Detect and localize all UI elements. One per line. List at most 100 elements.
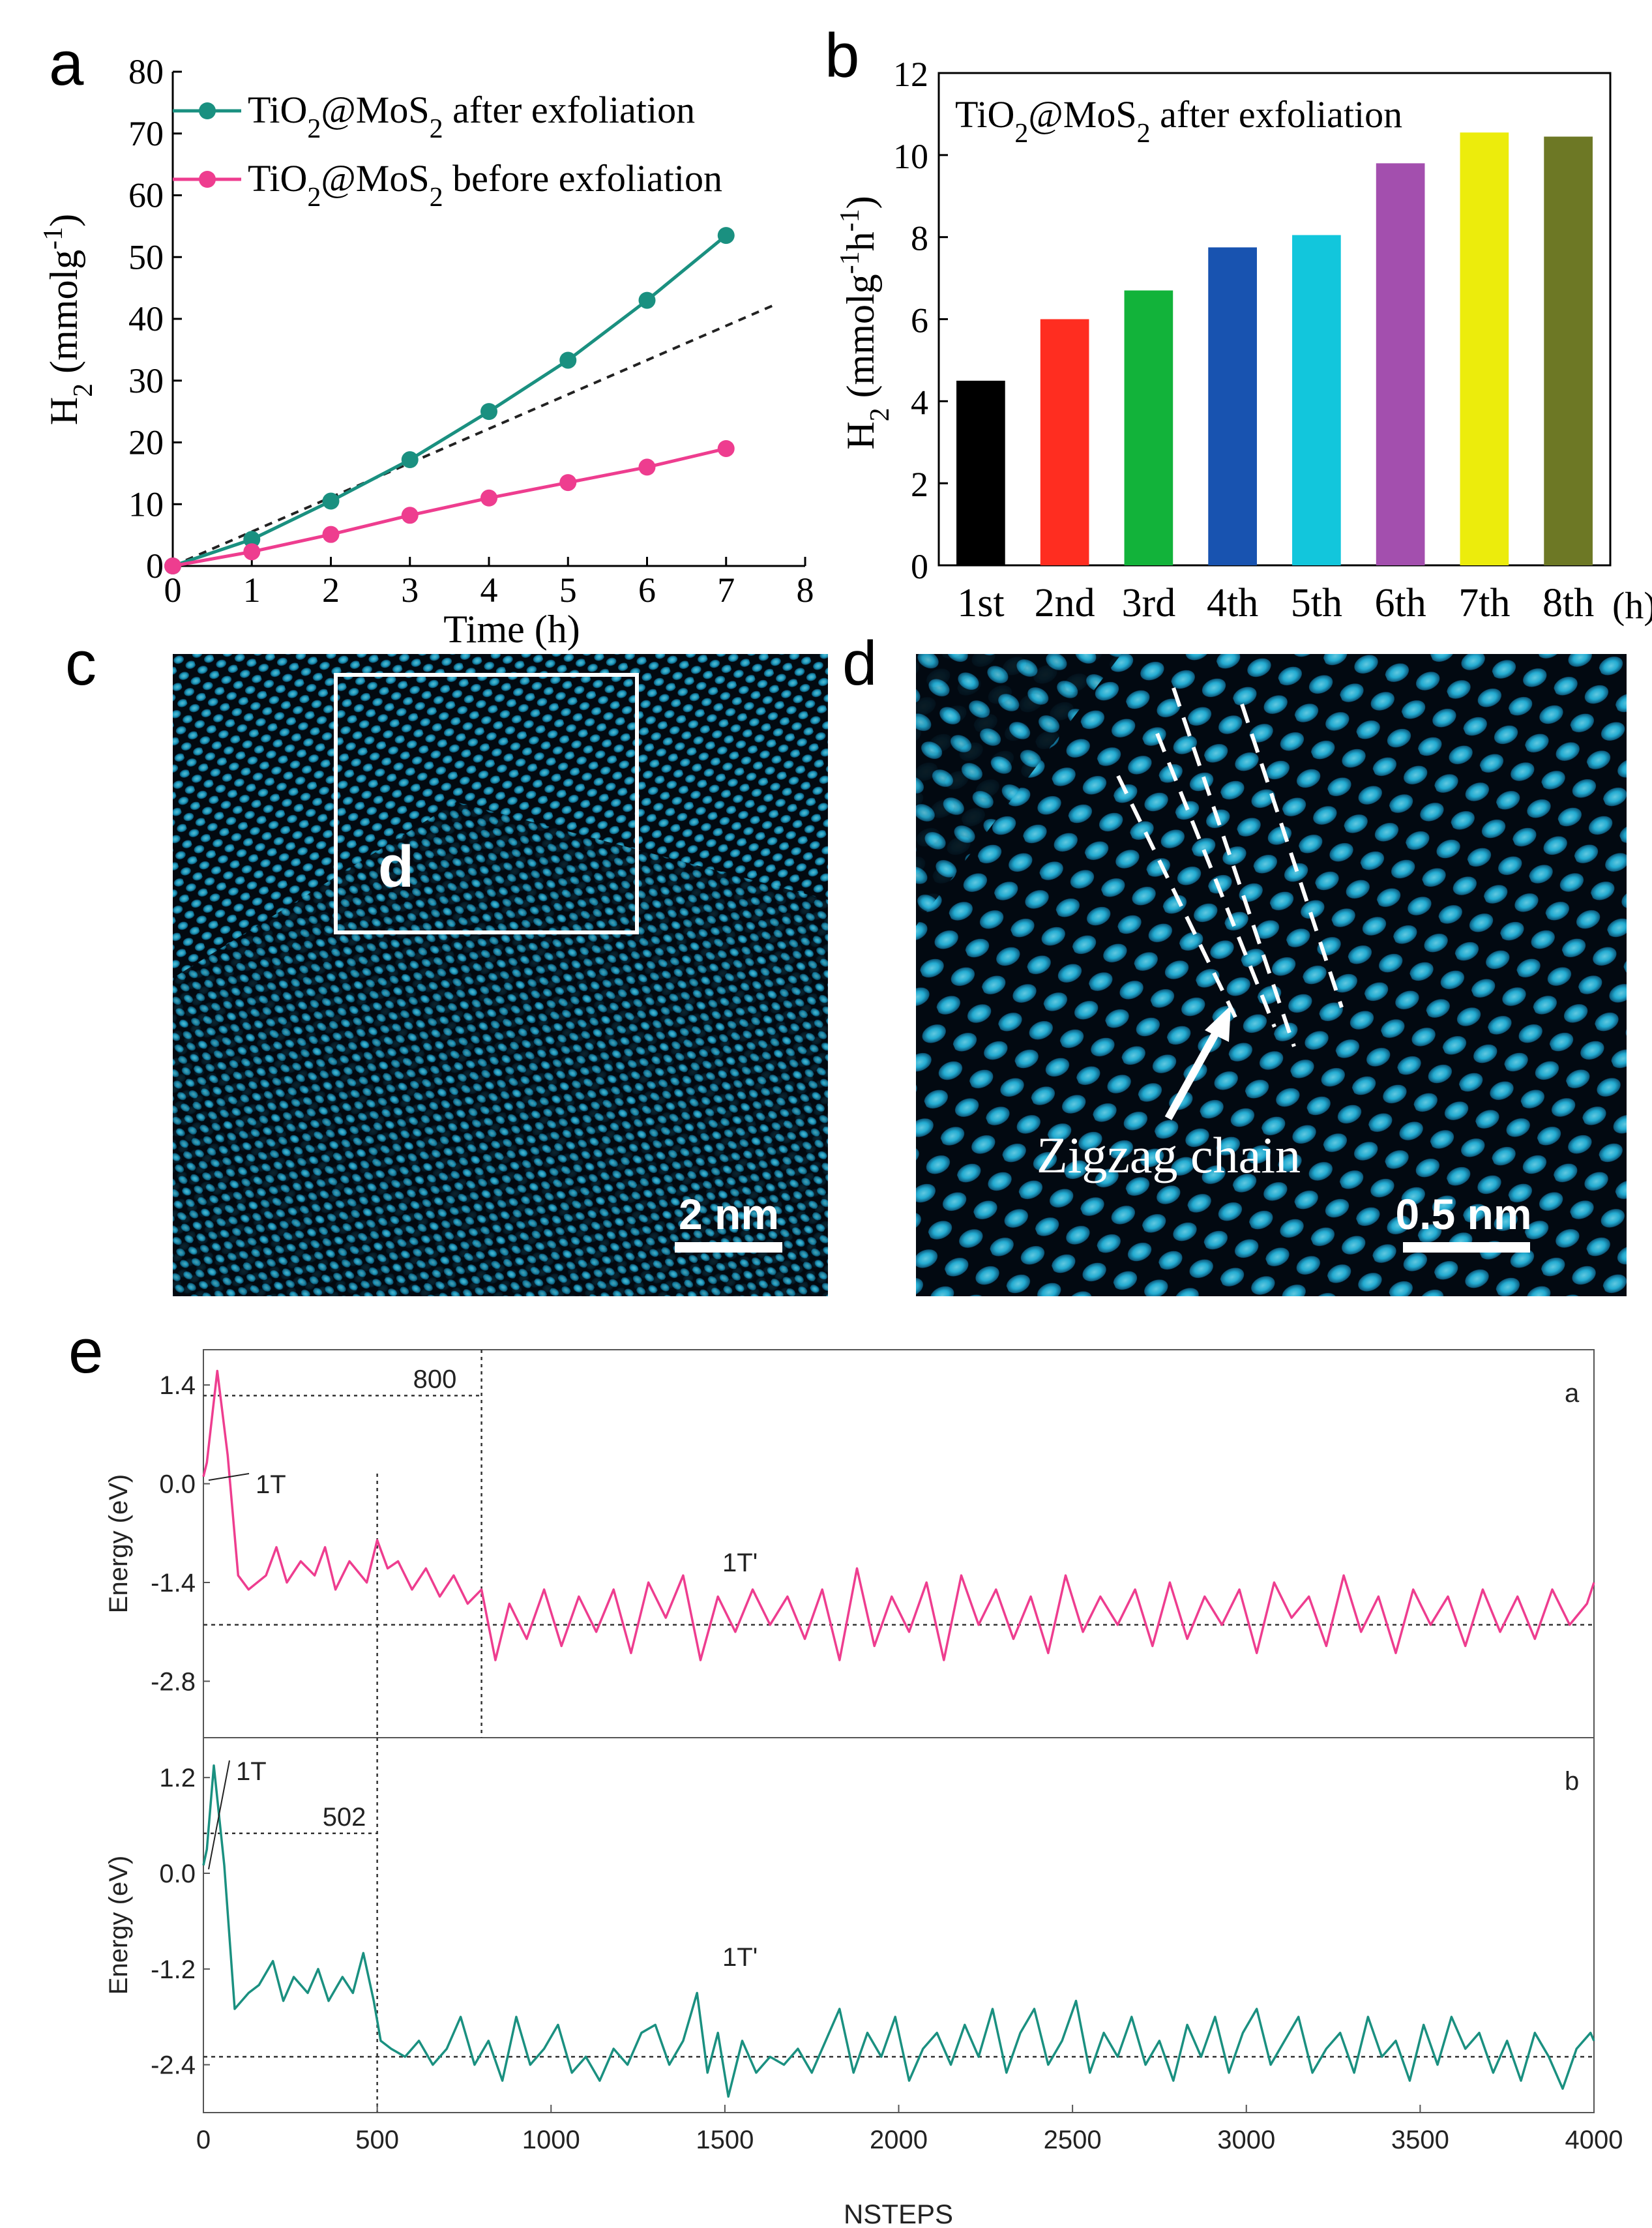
panel-b-x-tick-label: 1st: [957, 581, 1004, 625]
panel-a-x-tick-label: 0: [164, 571, 182, 610]
panel-a-data-point: [638, 291, 656, 309]
panel-a-reference-line: [172, 304, 774, 567]
panel-e-bottom-y-tick-label: -2.4: [151, 2051, 196, 2080]
panel-e-top-energy-line: [202, 1369, 1595, 1661]
zigzag-guide-lines: [1116, 687, 1344, 1047]
panel-e-bottom-step-label: 502: [323, 1803, 366, 1832]
panel-b-letter: b: [825, 21, 859, 91]
panel-e-top-y-label: Energy (eV): [104, 1474, 133, 1613]
panel-a-y-tick-label: 60: [128, 176, 164, 215]
panel-a-x-tick-label: 2: [322, 571, 340, 610]
panel-a-x-tick-label: 1: [243, 571, 261, 610]
panel-d-image: d Zigzag chain 0.5 nm: [842, 629, 1627, 1296]
panel-a-data-point: [717, 227, 735, 245]
panel-e-top-y-tick-label: -2.8: [151, 1667, 196, 1696]
legend-marker-after: [199, 102, 216, 119]
panel-a-x-label: Time (h): [443, 608, 580, 651]
panel-a-data-point: [717, 439, 735, 457]
panel-c-image: c d 2 nm: [65, 629, 828, 1296]
panel-a-y-tick-label: 40: [128, 299, 164, 338]
panel-e-bottom-y-label: Energy (eV): [104, 1856, 133, 1995]
scale-bar-d: [1403, 1242, 1530, 1253]
panel-b-y-label: H2 (mmolg-1h-1): [835, 196, 895, 449]
panel-b-y-tick-label: 2: [911, 465, 928, 504]
panel-a-y-tick-label: 50: [128, 237, 164, 276]
panel-e-x-tick-label: 0: [196, 2126, 211, 2154]
panel-e-x-tick-label: 2500: [1044, 2126, 1102, 2154]
panel-b-bar-7th: [1460, 132, 1509, 565]
panel-a-x-tick-label: 5: [559, 571, 577, 610]
panel-a-y-tick-label: 70: [128, 114, 164, 153]
panel-b-bar-3rd: [1124, 290, 1173, 565]
panel-b-x-tick-label: 3rd: [1122, 581, 1176, 625]
panel-b-y-tick-label: 6: [911, 301, 928, 340]
legend-label-after: TiO2@MoS2 after exfoliation: [248, 89, 695, 144]
panel-a-y-tick-label: 20: [128, 423, 164, 462]
panel-a-x-tick-label: 6: [638, 571, 656, 610]
legend-label-before: TiO2@MoS2 before exfoliation: [248, 157, 722, 213]
panel-e-x-tick-label: 1500: [696, 2126, 754, 2154]
panel-e-bottom-corner-label: b: [1565, 1767, 1579, 1796]
panel-b-y-tick-label: 10: [893, 137, 928, 176]
panel-a-data-point: [638, 458, 656, 476]
panel-a-data-point: [164, 557, 181, 574]
panel-a-legend: TiO2@MoS2 after exfoliation TiO2@MoS2 be…: [173, 89, 722, 213]
legend-marker-before: [199, 171, 216, 188]
panel-e-top-y-tick-label: -1.4: [151, 1569, 196, 1597]
panel-b-bar-1st: [956, 380, 1005, 565]
panel-e-top-corner-label: a: [1565, 1379, 1580, 1408]
panel-a-x-tick-label: 8: [797, 571, 814, 610]
panel-a-data-point: [480, 489, 497, 507]
panel-a-y-tick-label: 30: [128, 361, 164, 400]
panel-a-data-point: [559, 351, 577, 369]
panel-e-bottom-y-tick-label: 0.0: [159, 1860, 196, 1888]
panel-d-letter: d: [842, 629, 877, 698]
panel-e-top-start-phase: 1T: [256, 1470, 286, 1499]
panel-e-top-step-label: 800: [413, 1365, 457, 1393]
panel-e-x-tick-label: 3500: [1391, 2126, 1449, 2154]
zoom-region-box: [334, 673, 639, 934]
panel-b-title: TiO2@MoS2 after exfoliation: [955, 93, 1402, 149]
panel-e-x-tick-label: 500: [355, 2126, 399, 2154]
panel-b-y-tick-label: 4: [911, 383, 928, 422]
panel-a-data-point: [480, 403, 497, 421]
hrtem-grain-d: [916, 654, 1121, 926]
panel-b-x-tick-label: 2nd: [1035, 581, 1095, 625]
zoom-region-label: d: [378, 835, 414, 900]
panel-b-x-tick-label: 5th: [1291, 581, 1342, 625]
panel-e-bottom-y-tick-label: 1.2: [159, 1764, 196, 1792]
panel-a-data-point: [322, 492, 340, 510]
panel-b-bar-8th: [1544, 136, 1593, 566]
panel-c-letter: c: [65, 629, 96, 698]
panel-e-bottom-end-phase: 1T': [722, 1943, 758, 1972]
panel-e-x-label: NSTEPS: [844, 2199, 953, 2228]
panel-a-data-point: [559, 474, 577, 492]
panel-a-data-point: [243, 531, 261, 548]
panel-e-top-start-pointer: [208, 1473, 250, 1481]
panel-e-top-y-tick-label: 0.0: [159, 1470, 196, 1499]
panel-a-chart: a 0 1 2 3 4 5 6 7 8 0 10 20 30 40 50 60 70 80 Time (h) H…: [38, 29, 814, 651]
panel-b-y-tick-label: 0: [911, 547, 928, 586]
panel-a-y-tick-label: 0: [146, 546, 164, 586]
zigzag-annotation: Zigzag chain: [1037, 1127, 1301, 1183]
panel-a-data-point: [401, 451, 419, 469]
panel-e-x-tick-label: 3000: [1217, 2126, 1275, 2154]
panel-e-x-tick-label: 4000: [1565, 2126, 1623, 2154]
scale-bar-label-d: 0.5 nm: [1395, 1190, 1531, 1238]
panel-e-x-tick-label: 1000: [522, 2126, 580, 2154]
panel-a-data-point: [243, 543, 261, 561]
panel-e-top-y-tick-label: 1.4: [159, 1371, 196, 1400]
panel-b-x-tick-label: 8th: [1542, 581, 1594, 625]
panel-e-top-end-phase: 1T': [722, 1549, 758, 1577]
panel-b-bar-5th: [1292, 235, 1341, 565]
panel-b-y-tick-label: 8: [911, 219, 928, 258]
scale-bar-label-c: 2 nm: [679, 1190, 779, 1238]
panel-a-y-tick-label: 10: [128, 484, 164, 524]
panel-b-x-unit: (h): [1612, 584, 1652, 627]
zigzag-arrow-shaft: [1164, 1025, 1223, 1120]
panel-e-x-tick-label: 2000: [870, 2126, 928, 2154]
panel-a-data-point: [401, 507, 419, 524]
panel-a-series-line-before: [172, 447, 727, 568]
panel-e-bottom-start-phase: 1T: [236, 1757, 267, 1786]
